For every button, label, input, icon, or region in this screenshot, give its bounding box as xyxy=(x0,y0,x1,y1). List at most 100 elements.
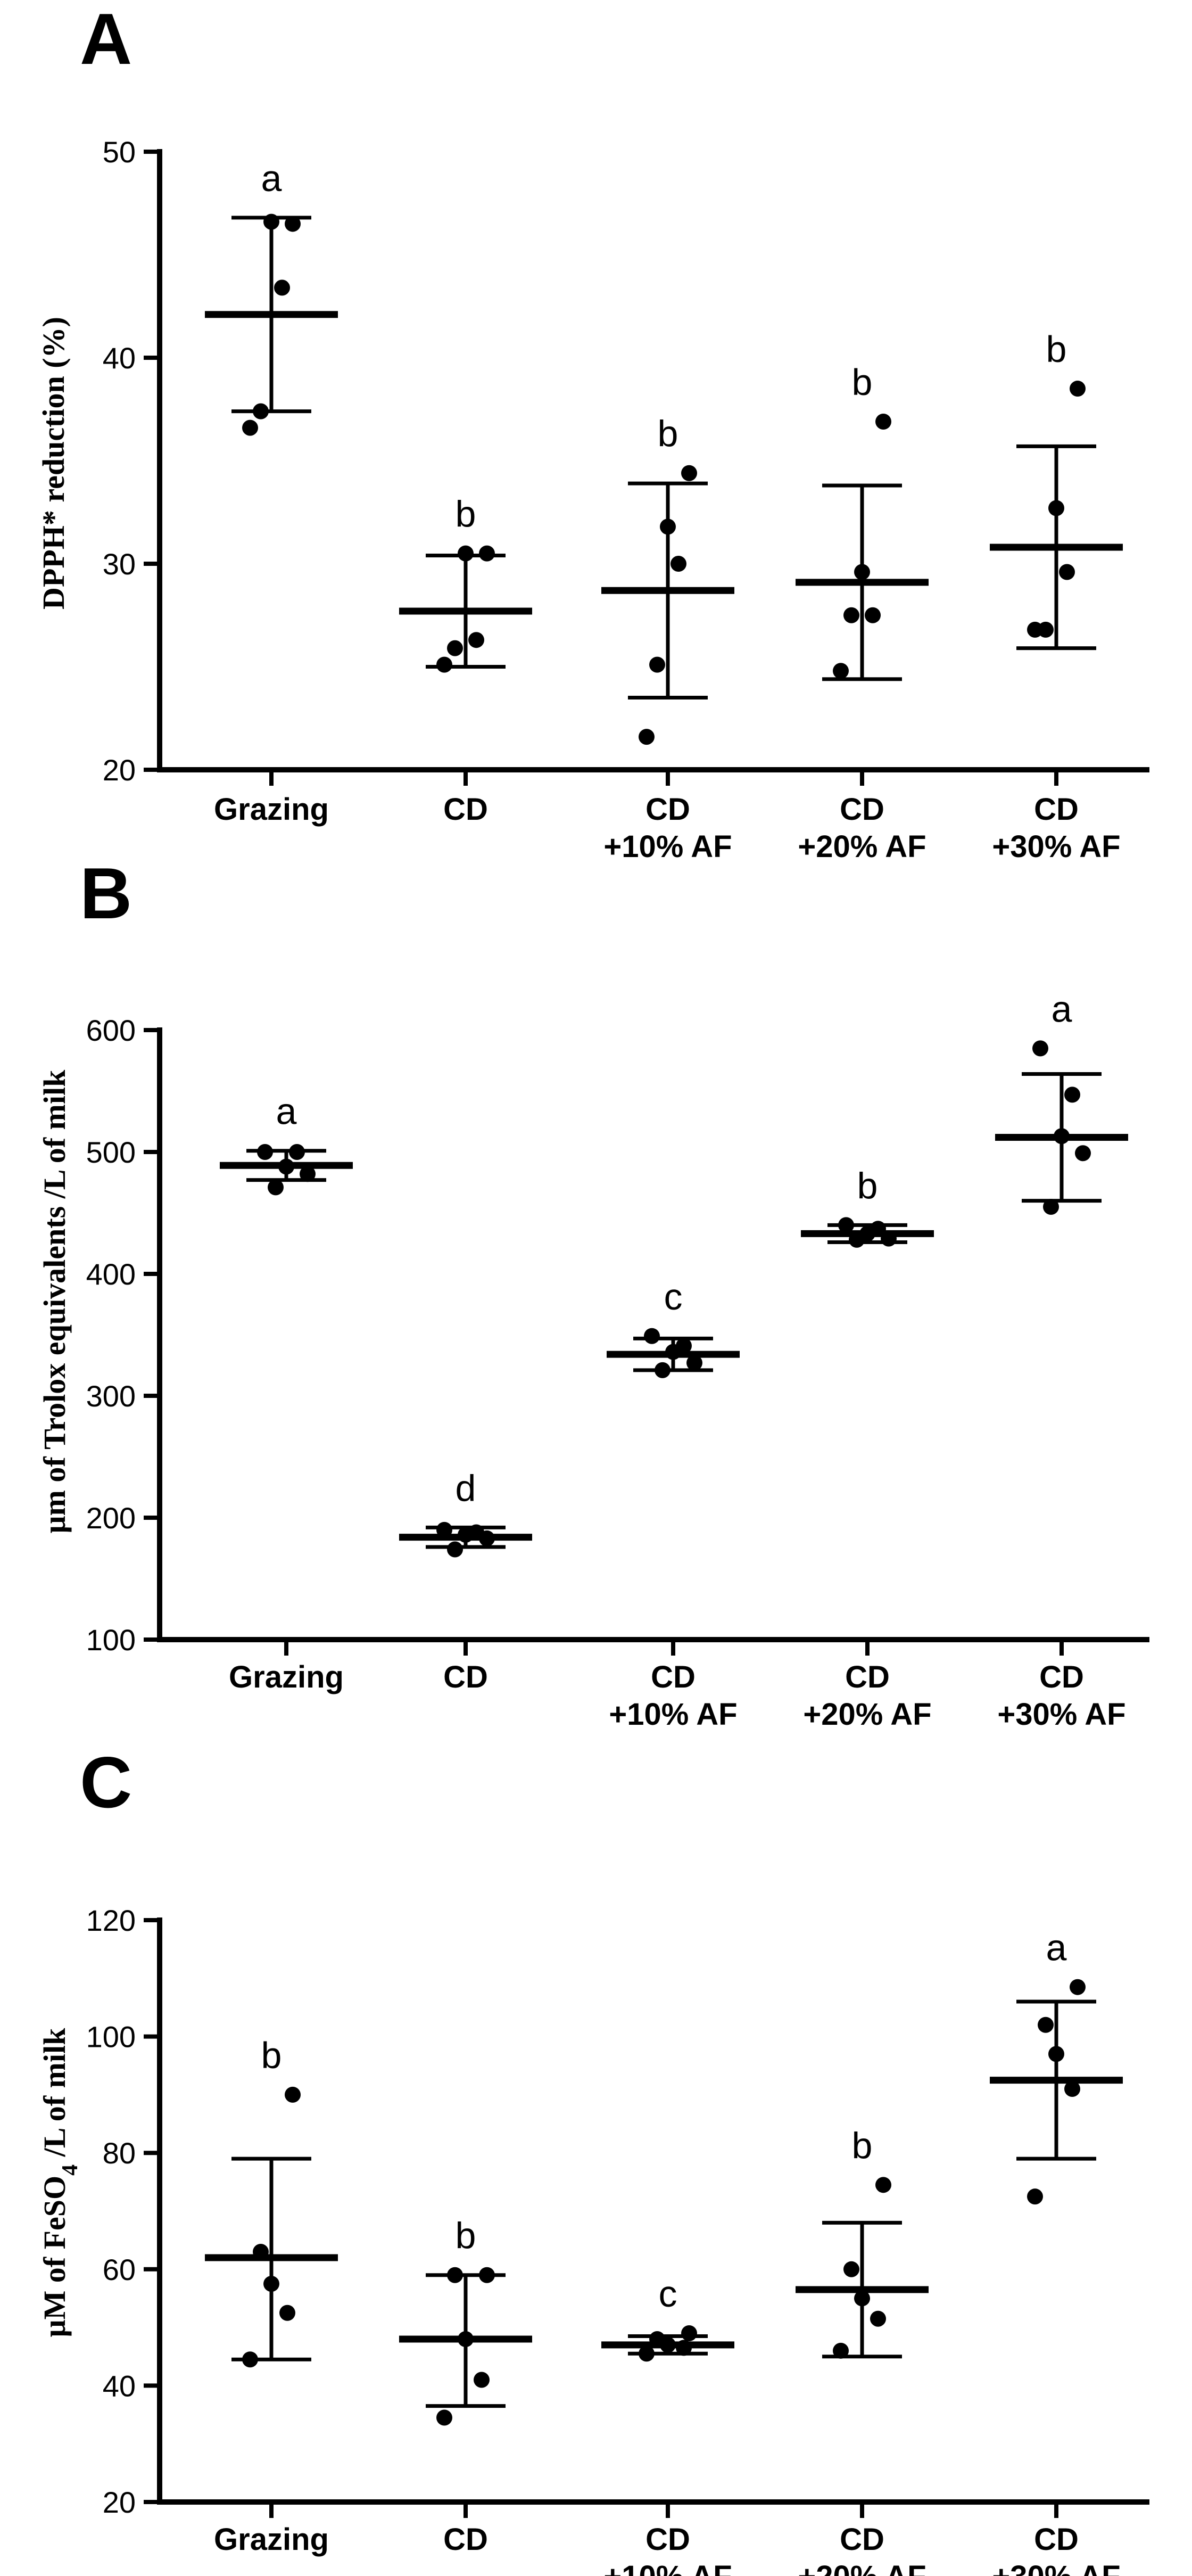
panel-c-y-tick-label: 80 xyxy=(103,2136,136,2170)
panel-c-letter: C xyxy=(80,1742,132,1823)
panel-a-data-point xyxy=(274,279,290,296)
panel-a-data-point xyxy=(468,632,484,648)
panel-a-data-point xyxy=(436,656,452,673)
panel-c-significance-letter: a xyxy=(1046,1927,1067,1969)
panel-a-data-point xyxy=(1048,500,1064,516)
panel-b-data-point xyxy=(1054,1128,1070,1145)
panel-a-y-tick-label: 20 xyxy=(103,753,136,787)
panel-a-data-point xyxy=(1070,381,1086,397)
panel-c-x-tick-label: +30% AF xyxy=(992,2559,1120,2576)
panel-c-chart: C μM of FeSO4 /L of milk 20 40 60 80 100 120 G… xyxy=(37,1742,1149,2576)
panel-c-data-point xyxy=(447,2267,463,2283)
panel-a-data-point xyxy=(854,564,870,580)
panel-c-x-tick-label: +10% AF xyxy=(603,2559,732,2576)
panel-c-plot: 20 40 60 80 100 120 Grazing CD CD +10% AF CD +20% A… xyxy=(86,1904,1149,2576)
panel-a-data-point xyxy=(843,607,859,623)
panel-b-x-tick-label: CD xyxy=(443,1660,488,1694)
panel-a-data-point xyxy=(660,519,676,535)
panel-c-data-point xyxy=(639,2345,655,2362)
panel-c-y-tick-label: 120 xyxy=(86,1904,136,1937)
panel-a-x-tick-label: Grazing xyxy=(214,792,329,827)
panel-a-y-tick-label: 40 xyxy=(103,341,136,375)
panel-c-data-point xyxy=(279,2305,295,2321)
panel-b-y-tick-label: 500 xyxy=(86,1135,136,1169)
panel-a-data-point xyxy=(670,556,686,572)
panel-a-data-point xyxy=(1027,621,1043,638)
panel-a-letter: A xyxy=(80,0,132,79)
panel-a-significance-letter: a xyxy=(261,158,282,199)
panel-a-significance-letter: b xyxy=(1046,328,1067,370)
panel-b-x-tick-label: Grazing xyxy=(229,1660,344,1694)
panel-b-data-point xyxy=(838,1217,854,1233)
panel-c-significance-letter: c xyxy=(659,2273,677,2315)
panel-b-data-point xyxy=(278,1158,294,1175)
panel-b-data-point xyxy=(257,1144,273,1160)
panel-b-x-tick-label: +30% AF xyxy=(997,1697,1125,1732)
panel-c-significance-letter: b xyxy=(261,2035,282,2076)
panel-c-data-point xyxy=(676,2340,692,2356)
panel-c-significance-letter: b xyxy=(852,2125,873,2166)
panel-a-x-tick-label: +10% AF xyxy=(603,829,732,864)
panel-c-y-axis-label: μM of FeSO4 /L of milk xyxy=(37,2028,82,2337)
panel-b-x-tick-label: CD xyxy=(1039,1660,1084,1694)
panel-a-data-point xyxy=(865,607,881,623)
panel-c-data-point xyxy=(1064,2080,1080,2097)
panel-a-data-point xyxy=(639,729,655,745)
panel-a-y-tick-label: 30 xyxy=(103,547,136,581)
panel-c-x-tick-label: +20% AF xyxy=(798,2559,926,2576)
panel-c-data-point xyxy=(843,2261,859,2277)
panel-b-data-point xyxy=(479,1530,495,1546)
panel-c-data-point xyxy=(1038,2017,1054,2033)
panel-b-significance-letter: b xyxy=(857,1165,878,1206)
panel-b-letter: B xyxy=(80,853,132,934)
panel-c-data-point xyxy=(660,2336,676,2353)
panel-c-x-tick-label: Grazing xyxy=(214,2522,329,2557)
panel-b-data-point xyxy=(447,1541,463,1558)
panel-a-x-tick-label: CD xyxy=(443,792,488,827)
panel-b-significance-letter: a xyxy=(276,1091,297,1132)
panel-b-data-point xyxy=(849,1231,865,1248)
panel-c-data-point xyxy=(263,2276,279,2292)
panel-a-data-point xyxy=(285,216,301,232)
panel-c-data-point xyxy=(833,2342,849,2359)
panel-b-data-point xyxy=(644,1328,660,1344)
panel-a-data-point xyxy=(681,465,697,481)
panel-b-y-tick-label: 100 xyxy=(86,1623,136,1657)
panel-b-data-point xyxy=(268,1179,284,1196)
panel-a-x-tick-label: CD xyxy=(1034,792,1079,827)
panel-b-data-point xyxy=(1032,1040,1048,1057)
panel-b-x-tick-label: +20% AF xyxy=(803,1697,931,1732)
panel-b-data-point xyxy=(300,1166,316,1182)
panel-b-y-axis-label: μm of Trolox equivalents /L of milk xyxy=(37,1069,72,1533)
panel-a-x-tick-label: CD xyxy=(840,792,884,827)
panel-a-data-point xyxy=(479,545,495,562)
panel-c-data-point xyxy=(1048,2046,1064,2062)
panel-c-x-tick-label: CD xyxy=(443,2522,488,2557)
panel-a-x-tick-label: +30% AF xyxy=(992,829,1120,864)
panel-a-data-point xyxy=(833,663,849,679)
panel-a-chart: A DPPH* reduction (%) 20 30 40 50 Grazing CD C… xyxy=(36,0,1149,864)
panel-a-x-tick-label: +20% AF xyxy=(798,829,926,864)
panel-c-y-tick-label: 60 xyxy=(103,2253,136,2286)
panel-b-data-point xyxy=(1064,1087,1080,1103)
panel-b-y-tick-label: 600 xyxy=(86,1014,136,1047)
panel-a-data-point xyxy=(1059,564,1075,580)
panel-c-y-tick-label: 100 xyxy=(86,2020,136,2054)
panel-b-data-point xyxy=(655,1362,670,1378)
panel-c-data-point xyxy=(479,2267,495,2283)
panel-c-significance-letter: b xyxy=(456,2215,476,2257)
panel-a-significance-letter: b xyxy=(456,493,476,535)
panel-c-y-tick-label: 40 xyxy=(103,2369,136,2402)
panel-a-data-point xyxy=(447,640,463,656)
panel-b-data-point xyxy=(436,1521,452,1538)
panel-b-data-point xyxy=(686,1355,702,1371)
panel-c-data-point xyxy=(285,2086,301,2103)
panel-a-data-point xyxy=(242,419,258,436)
panel-c-data-point xyxy=(1070,1979,1086,1995)
panel-a-y-tick-label: 50 xyxy=(103,135,136,169)
panel-b-significance-letter: c xyxy=(664,1276,683,1318)
panel-c-x-tick-label: CD xyxy=(1034,2522,1079,2557)
